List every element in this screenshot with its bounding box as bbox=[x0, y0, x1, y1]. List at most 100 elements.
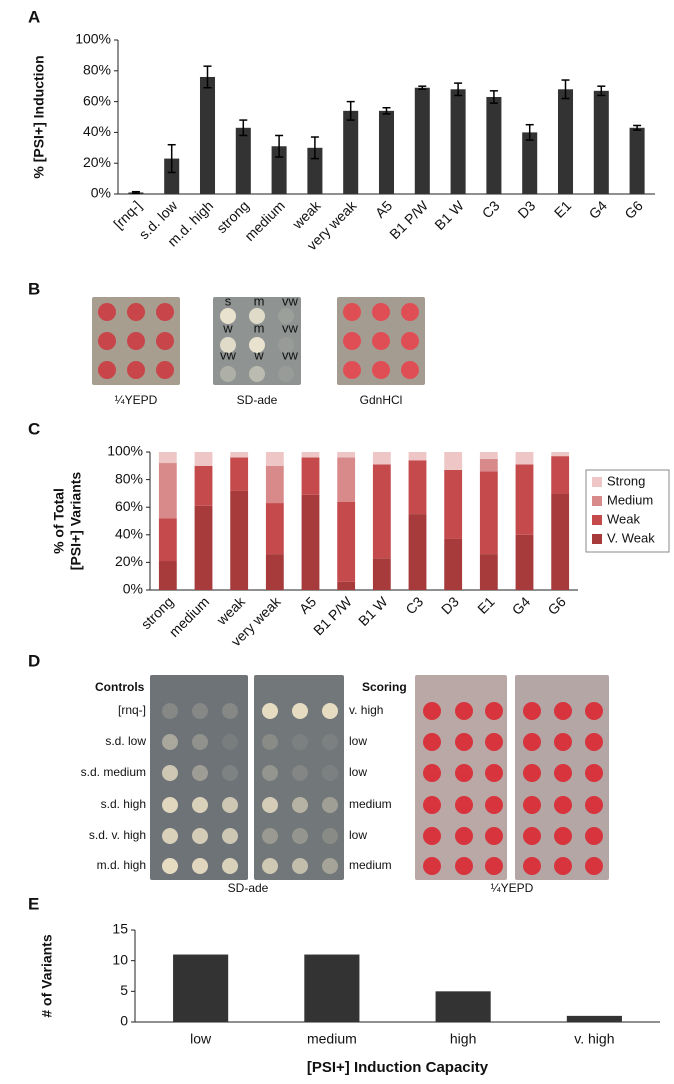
bar-segment bbox=[301, 457, 320, 495]
bar-segment bbox=[372, 464, 391, 559]
colony-spot bbox=[222, 828, 238, 844]
colony-spot bbox=[156, 361, 174, 379]
bar-segment bbox=[372, 558, 391, 590]
colony-spot bbox=[585, 796, 603, 814]
y-tick-label: 15 bbox=[112, 921, 128, 937]
colony-spot bbox=[401, 332, 419, 350]
x-tick-label: E1 bbox=[551, 197, 575, 221]
y-axis-label: [PSI+] Variants bbox=[68, 472, 84, 571]
bar-segment bbox=[551, 493, 570, 590]
spot-score: vw bbox=[282, 320, 299, 335]
bar bbox=[450, 89, 466, 194]
x-tick-label: B1 P/W bbox=[310, 593, 355, 638]
colony-spot bbox=[127, 303, 145, 321]
panel-label: C bbox=[28, 419, 40, 438]
colony-spot bbox=[455, 827, 473, 845]
bar bbox=[435, 991, 491, 1022]
colony-spot bbox=[249, 308, 265, 324]
x-tick-label: C3 bbox=[479, 197, 503, 221]
colony-spot bbox=[343, 361, 361, 379]
bar bbox=[164, 158, 180, 194]
colony-spot bbox=[222, 797, 238, 813]
colony-spot bbox=[423, 733, 441, 751]
legend-swatch bbox=[592, 515, 602, 525]
colony-spot bbox=[98, 303, 116, 321]
control-label: m.d. high bbox=[97, 858, 146, 872]
colony-spot bbox=[162, 858, 178, 874]
colony-spot bbox=[98, 332, 116, 350]
bar bbox=[307, 147, 323, 194]
spot-score: vw bbox=[282, 293, 299, 308]
colony-spot bbox=[585, 764, 603, 782]
colony-spot bbox=[222, 858, 238, 874]
colony-spot bbox=[554, 827, 572, 845]
scoring-title: Scoring bbox=[362, 680, 407, 694]
plate-caption: GdnHCl bbox=[360, 393, 403, 407]
bar-segment bbox=[265, 503, 284, 555]
spot-score: vw bbox=[282, 347, 299, 362]
bar bbox=[566, 1015, 622, 1022]
plate-caption: SD-ade bbox=[237, 393, 278, 407]
colony-spot bbox=[98, 361, 116, 379]
colony-spot bbox=[523, 733, 541, 751]
legend-label: Strong bbox=[607, 473, 645, 488]
colony-spot bbox=[585, 702, 603, 720]
bar-segment bbox=[444, 538, 463, 590]
bar-segment bbox=[444, 452, 463, 470]
colony-spot bbox=[485, 857, 503, 875]
colony-spot bbox=[220, 308, 236, 324]
y-tick-label: 0% bbox=[91, 185, 111, 201]
colony-spot bbox=[292, 828, 308, 844]
colony-spot bbox=[192, 828, 208, 844]
colony-spot bbox=[485, 733, 503, 751]
colony-spot bbox=[162, 703, 178, 719]
colony-spot bbox=[523, 857, 541, 875]
bar bbox=[378, 110, 395, 194]
bar-segment bbox=[265, 452, 284, 466]
colony-spot bbox=[127, 332, 145, 350]
colony-spot bbox=[192, 858, 208, 874]
colony-spot bbox=[523, 827, 541, 845]
plate-background bbox=[150, 675, 248, 880]
colony-spot bbox=[222, 765, 238, 781]
bar-segment bbox=[158, 463, 177, 519]
colony-spot bbox=[423, 702, 441, 720]
colony-spot bbox=[401, 303, 419, 321]
x-tick-label: G4 bbox=[586, 197, 611, 222]
control-label: [rnq-] bbox=[118, 703, 146, 717]
spot-score: m bbox=[254, 320, 265, 335]
x-tick-label: high bbox=[450, 1031, 476, 1047]
legend-label: Medium bbox=[607, 492, 653, 507]
control-label: s.d. high bbox=[101, 797, 146, 811]
colony-spot bbox=[262, 858, 278, 874]
panel-label: B bbox=[28, 279, 40, 298]
x-tick-label: low bbox=[190, 1031, 212, 1047]
colony-spot bbox=[156, 303, 174, 321]
bar-segment bbox=[372, 452, 391, 465]
x-tick-label: G6 bbox=[544, 593, 569, 618]
colony-spot bbox=[192, 703, 208, 719]
spot-score: w bbox=[222, 320, 233, 335]
scoring-label: low bbox=[349, 765, 367, 779]
colony-spot bbox=[162, 734, 178, 750]
bar-segment bbox=[158, 561, 177, 590]
colony-spot bbox=[523, 702, 541, 720]
colony-spot bbox=[485, 827, 503, 845]
plate-background bbox=[254, 675, 344, 880]
colony-spot bbox=[554, 702, 572, 720]
y-tick-label: 100% bbox=[107, 443, 143, 459]
x-axis-label: [PSI+] Induction Capacity bbox=[307, 1059, 489, 1076]
colony-spot bbox=[278, 308, 294, 324]
x-tick-label: A5 bbox=[372, 197, 396, 221]
bar-segment bbox=[301, 452, 320, 458]
bar bbox=[343, 110, 359, 194]
y-tick-label: 20% bbox=[83, 154, 111, 170]
plate bbox=[92, 297, 180, 385]
bar bbox=[486, 96, 502, 194]
colony-spot bbox=[222, 734, 238, 750]
colony-spot bbox=[249, 337, 265, 353]
colony-spot bbox=[322, 703, 338, 719]
colony-spot bbox=[262, 765, 278, 781]
bar-segment bbox=[194, 505, 213, 590]
